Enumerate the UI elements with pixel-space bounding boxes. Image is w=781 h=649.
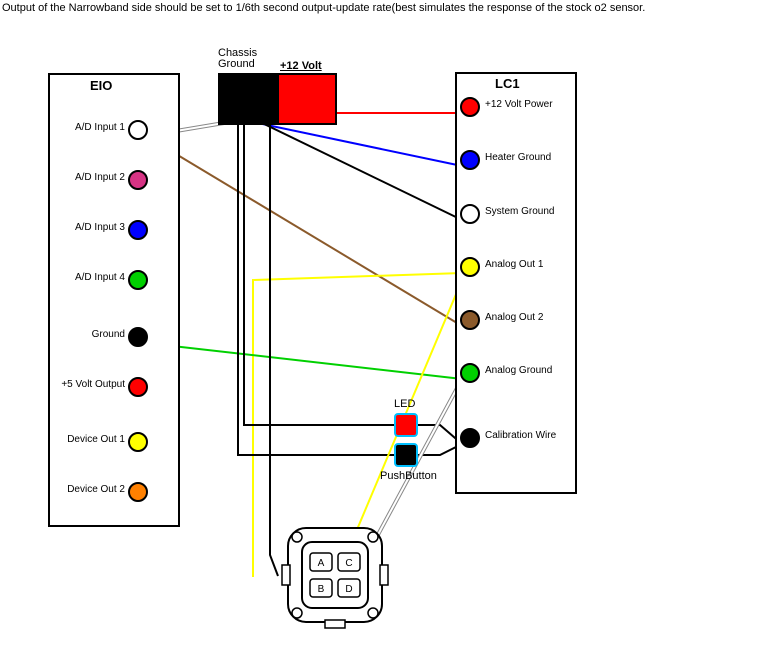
connector-icon: A C B D bbox=[280, 520, 390, 630]
pushbutton-block bbox=[394, 443, 418, 467]
lc1-port-label: Calibration Wire bbox=[485, 430, 556, 441]
eio-port-label: A/D Input 3 bbox=[50, 222, 125, 233]
eio-port-dot bbox=[128, 170, 148, 190]
eio-port-dot bbox=[128, 327, 148, 347]
lc1-port-label: Analog Out 1 bbox=[485, 259, 543, 270]
eio-port-dot bbox=[128, 432, 148, 452]
lc1-port-dot bbox=[460, 428, 480, 448]
svg-text:B: B bbox=[318, 584, 325, 595]
lc1-port-dot bbox=[460, 97, 480, 117]
lc1-port-dot bbox=[460, 204, 480, 224]
svg-text:D: D bbox=[345, 584, 352, 595]
lc1-port-label: Analog Out 2 bbox=[485, 312, 543, 323]
eio-port-dot bbox=[128, 482, 148, 502]
eio-port-dot bbox=[128, 377, 148, 397]
lc1-port-label: System Ground bbox=[485, 206, 554, 217]
eio-port-dot bbox=[128, 220, 148, 240]
svg-text:A: A bbox=[318, 558, 325, 569]
lc1-port-label: +12 Volt Power bbox=[485, 99, 553, 110]
lc1-port-dot bbox=[460, 257, 480, 277]
led-label: LED bbox=[394, 398, 415, 410]
eio-port-label: A/D Input 4 bbox=[50, 272, 125, 283]
pushbutton-label: PushButton bbox=[380, 470, 437, 482]
led-block bbox=[394, 413, 418, 437]
volt12-label: +12 Volt bbox=[280, 60, 322, 72]
eio-port-label: A/D Input 1 bbox=[50, 122, 125, 133]
eio-port-dot bbox=[128, 270, 148, 290]
eio-port-label: Device Out 1 bbox=[50, 434, 125, 445]
lc1-port-dot bbox=[460, 310, 480, 330]
svg-text:C: C bbox=[345, 558, 352, 569]
chassis-ground-block bbox=[218, 73, 278, 125]
volt12-block bbox=[277, 73, 337, 125]
lc1-port-label: Analog Ground bbox=[485, 365, 552, 376]
header-note: Output of the Narrowband side should be … bbox=[2, 2, 645, 14]
lc1-port-label: Heater Ground bbox=[485, 152, 551, 163]
eio-port-label: Ground bbox=[50, 329, 125, 340]
eio-port-label: Device Out 2 bbox=[50, 484, 125, 495]
eio-box bbox=[48, 73, 180, 527]
chassis-ground-label: Chassis Ground bbox=[218, 48, 257, 70]
lc1-port-dot bbox=[460, 363, 480, 383]
diagram-canvas: Output of the Narrowband side should be … bbox=[0, 0, 781, 649]
lc1-title: LC1 bbox=[495, 76, 520, 91]
eio-title: EIO bbox=[90, 78, 112, 93]
eio-port-label: +5 Volt Output bbox=[50, 379, 125, 390]
eio-port-dot bbox=[128, 120, 148, 140]
lc1-port-dot bbox=[460, 150, 480, 170]
eio-port-label: A/D Input 2 bbox=[50, 172, 125, 183]
